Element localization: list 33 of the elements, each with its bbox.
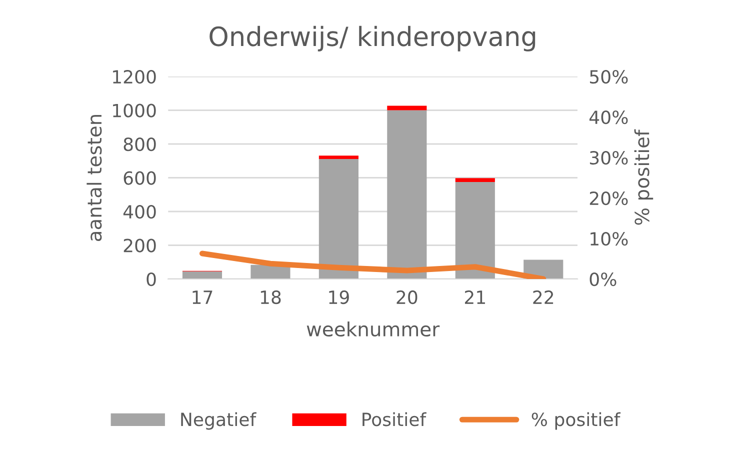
y2-tick-label: 20% bbox=[590, 191, 628, 206]
x-tick-label: 22 bbox=[533, 290, 554, 304]
bar bbox=[318, 156, 358, 160]
bar bbox=[455, 182, 495, 279]
y2-tick-label: 30% bbox=[590, 150, 628, 165]
x-tick-label: 19 bbox=[329, 290, 349, 304]
y-tick-label: 0 bbox=[146, 272, 156, 286]
y-tick-label: 1200 bbox=[113, 70, 156, 84]
y2-tick-label: 0% bbox=[590, 272, 616, 286]
legend-label: Negatief bbox=[181, 412, 256, 430]
x-tick-label: 21 bbox=[464, 290, 485, 304]
bar bbox=[387, 106, 427, 110]
x-axis-title: weeknummer bbox=[306, 321, 440, 337]
y-tick-label: 600 bbox=[124, 171, 156, 185]
bar bbox=[318, 159, 358, 279]
x-tick-label: 17 bbox=[192, 290, 212, 304]
y-tick-label: 1000 bbox=[113, 104, 156, 118]
y-axis-title: aantal testen bbox=[86, 114, 102, 242]
y2-tick-label: 10% bbox=[590, 232, 628, 246]
x-tick-label: 20 bbox=[396, 290, 418, 304]
legend-label: % positief bbox=[532, 412, 621, 430]
y2-tick-label: 40% bbox=[589, 110, 628, 124]
y-tick-label: 800 bbox=[124, 137, 156, 152]
bar bbox=[387, 110, 427, 279]
y2-axis-title: % positief bbox=[634, 129, 654, 225]
x-tick-label: 18 bbox=[260, 290, 281, 304]
bar bbox=[182, 271, 222, 279]
y2-tick-label: 50% bbox=[590, 70, 628, 84]
y-tick-label: 400 bbox=[123, 204, 156, 219]
y-tick-label: 200 bbox=[124, 238, 156, 252]
legend-label: Positief bbox=[362, 412, 426, 426]
chart-title: Onderwijs/ kinderopvang bbox=[210, 26, 536, 52]
bar bbox=[455, 178, 495, 182]
